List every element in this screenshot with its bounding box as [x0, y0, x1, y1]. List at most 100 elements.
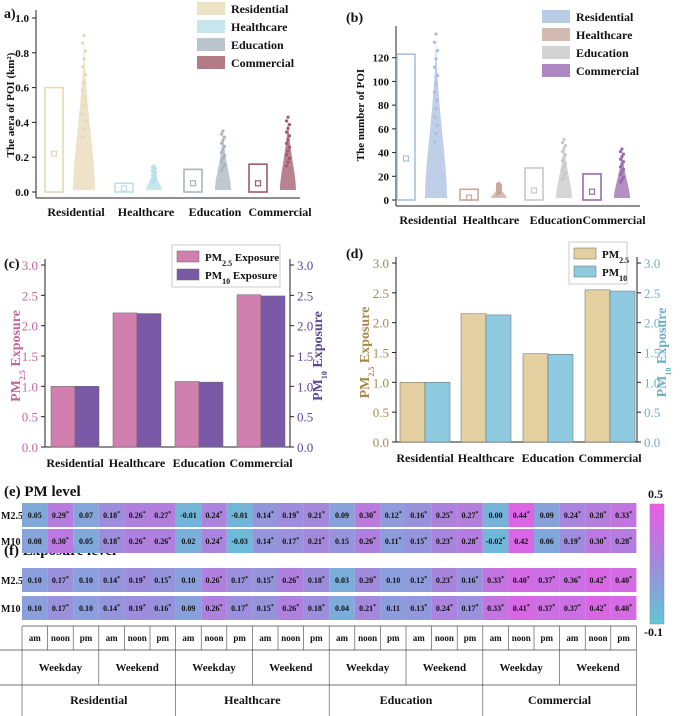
heatmap-e-title: (e) PM level: [4, 484, 81, 500]
panel-a-box-residential: [44, 86, 64, 193]
panel-b-ytick-label: 120: [373, 53, 390, 65]
panel-d-ytick-left-label: 2.5: [373, 286, 389, 301]
heatmap-cell-value: 0.42: [514, 537, 528, 546]
heatmap-cell: [47, 529, 74, 553]
heatmap-cell-value: 0.24*: [206, 537, 223, 546]
panel-b-point: [620, 155, 624, 159]
panel-b-point: [621, 152, 626, 156]
panel-b-point: [563, 143, 568, 148]
panel-b-point: [621, 175, 626, 179]
heatmap-cell: [278, 529, 304, 553]
day-label: Weekday: [39, 662, 83, 674]
heatmap-cell: [329, 503, 355, 527]
panel-b-violin-education: [556, 139, 572, 198]
panel-b-ytick-label: 20: [378, 171, 390, 183]
time-label: pm: [80, 633, 93, 643]
panel-b-legend-swatch: [542, 64, 570, 77]
panel-a-legend-label: Commercial: [231, 56, 295, 70]
panel-c-ytick-right-label: 1.5: [297, 349, 313, 364]
panel-b-box-education: [524, 167, 544, 201]
panel-b-legend-label: Healthcare: [576, 28, 633, 42]
panel-b-ytick-label: 80: [378, 100, 390, 112]
heatmap-cell: [278, 503, 304, 527]
panel-a-box-education: [183, 168, 203, 193]
heatmap-cell-value: 0.30*: [52, 537, 69, 546]
panel-b-xlabel-commercial: Commercial: [582, 213, 646, 227]
panel-d-bar-healthcare-1: [485, 314, 512, 443]
panel-d-legend-box: [568, 241, 628, 285]
panel-d-xlabel-education: Education: [522, 451, 575, 465]
panel-a-point: [80, 135, 85, 139]
panel-a-legend-label: Residential: [231, 2, 289, 16]
panel-b-point: [434, 32, 438, 36]
heatmap-cell: [201, 529, 227, 553]
heatmap-cell: [226, 503, 253, 527]
panel-b-box-commercial: [582, 173, 602, 201]
heatmap-row-label: M2.5: [1, 576, 23, 587]
panel-a-box-healthcare: [114, 182, 134, 193]
heatmap-cell-value: 0.00: [489, 511, 503, 520]
panel-c-bar-healthcare-1: [136, 313, 162, 448]
panel-a-point: [287, 123, 292, 127]
panel-b-point: [618, 165, 623, 169]
panel-a-point: [219, 159, 224, 164]
panel-d-ytick-right-label: 2.5: [644, 286, 660, 301]
panel-a-point: [221, 156, 225, 161]
panel-a-violin-residential: [73, 35, 95, 191]
time-label: noon: [51, 633, 70, 643]
panel-c-legend-swatch: [176, 250, 200, 263]
heatmap-cell-value: 0.40*: [615, 604, 632, 613]
panel-d-ytick-left-label: 1.5: [373, 346, 389, 361]
heatmap-cell-value: 0.27*: [154, 511, 171, 520]
heatmap-cell-value: 0.15*: [410, 537, 427, 546]
heatmap-cell: [175, 529, 202, 553]
heatmap-cell: [226, 596, 253, 620]
heatmap-cell: [329, 568, 355, 592]
heatmap-cell: [201, 596, 227, 620]
panel-b-point: [434, 57, 438, 61]
heatmap-cell: [534, 596, 560, 620]
panel-d-xlabel-commercial: Commercial: [578, 451, 642, 465]
heatmap-cell-value: 0.17*: [231, 576, 248, 585]
panel-d-legend-label: PM10: [602, 267, 627, 283]
heatmap-cell: [303, 503, 330, 527]
heatmap-cell: [406, 529, 432, 553]
panel-b-box-residential: [396, 53, 416, 201]
heatmap-cell: [431, 568, 458, 592]
panel-c-legend-label: PM2.5 Exposure: [205, 252, 279, 268]
panel-a-point: [284, 152, 289, 157]
day-label: Weekend: [269, 662, 312, 674]
panel-d-ytick-left-label: 1.0: [373, 375, 389, 390]
panel-a-point: [82, 33, 86, 38]
colorbar-min-label: -0.1: [644, 625, 663, 639]
panel-b-point: [618, 157, 623, 161]
panel-b-point: [434, 132, 438, 136]
panel-b-point: [621, 160, 626, 164]
heatmap-row-label: M2.5: [1, 511, 23, 522]
heatmap-cell: [329, 596, 355, 620]
heatmap-cell-value: 0.23*: [436, 576, 453, 585]
heatmap-cell-value: 0.33*: [487, 604, 504, 613]
panel-d-ytick-left-label: 0.0: [373, 435, 389, 450]
heatmap-cell-value: 0.37*: [564, 604, 581, 613]
heatmap-cell-value: 0.21*: [308, 537, 325, 546]
heatmap-cell-value: 0.28*: [615, 537, 632, 546]
panel-a-point: [80, 41, 85, 45]
panel-d-legend-swatch: [573, 265, 597, 278]
panel-a-legend-swatch: [197, 2, 225, 15]
panel-a-ylabel: The aera of POI (km²): [5, 52, 17, 157]
panel-c-ytick-left-label: 1.5: [22, 349, 38, 364]
heatmap-cell-value: 0.15: [335, 537, 349, 546]
panel-d-legend-label: PM2.5: [602, 249, 629, 265]
panel-b-point: [618, 149, 623, 154]
heatmap-cell-value: 0.26*: [154, 537, 171, 546]
panel-b-point: [432, 115, 437, 119]
heatmap-cell-value: 0.26*: [282, 576, 299, 585]
panel-a-ytick-label: 0.0: [15, 187, 29, 199]
panel-a-point: [284, 141, 289, 145]
heatmap-cell-value: 0.26*: [282, 604, 299, 613]
panel-b-point: [435, 123, 440, 127]
heatmap-cell-value: 0.10: [386, 576, 400, 585]
heatmap-cell-value: 0.26*: [359, 537, 376, 546]
panel-b-violin-residential: [425, 34, 447, 198]
